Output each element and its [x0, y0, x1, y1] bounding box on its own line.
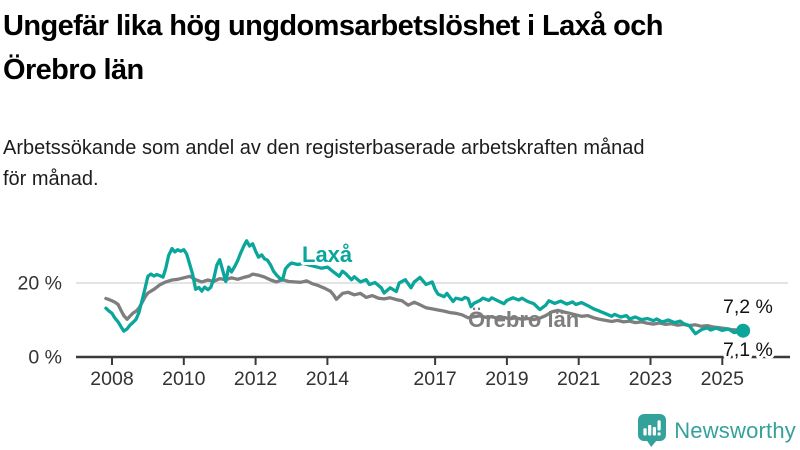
page-title-line-2: Örebro län [3, 54, 144, 86]
laxa-line-series [104, 239, 745, 336]
newsworthy-wordmark: Newsworthy [674, 418, 796, 443]
latest-point-dot [736, 323, 751, 338]
x-tick-label-2012: 2012 [234, 368, 277, 390]
page-subtitle: Arbetssökande som andel av den registerb… [3, 133, 645, 195]
page-title-line-1: Ungefär lika hög ungdomsarbetslöshet i L… [3, 10, 663, 42]
page-title: Ungefär lika hög ungdomsarbetslöshet i L… [3, 4, 663, 92]
page-subtitle-line-1: Arbetssökande som andel av den registerb… [3, 137, 645, 159]
y-axis-label-0: 0 % [28, 347, 62, 369]
page-subtitle-line-2: för månad. [3, 168, 99, 190]
x-tick-label-2023: 2023 [629, 368, 672, 390]
x-tick-label-2017: 2017 [413, 368, 456, 390]
y-axis-label-20: 20 % [18, 273, 62, 295]
x-tick-label-2014: 2014 [306, 368, 350, 390]
newsworthy-logo: Newsworthy [638, 414, 796, 448]
x-tick-label-2019: 2019 [485, 368, 528, 390]
end-value-label-laxa: 7,1 % [723, 339, 773, 361]
x-tick-label-2025: 2025 [701, 368, 745, 390]
x-tick-label-2010: 2010 [162, 368, 206, 390]
end-value-label-orebro: 7,2 % [723, 296, 773, 318]
newsworthy-bar-chart-speech-bubble-icon [638, 414, 667, 447]
x-tick-label-2008: 2008 [90, 368, 133, 390]
laxa-series-label: Laxå [302, 242, 353, 267]
x-tick-label-2021: 2021 [557, 368, 600, 390]
orebro-line-series [104, 272, 745, 333]
